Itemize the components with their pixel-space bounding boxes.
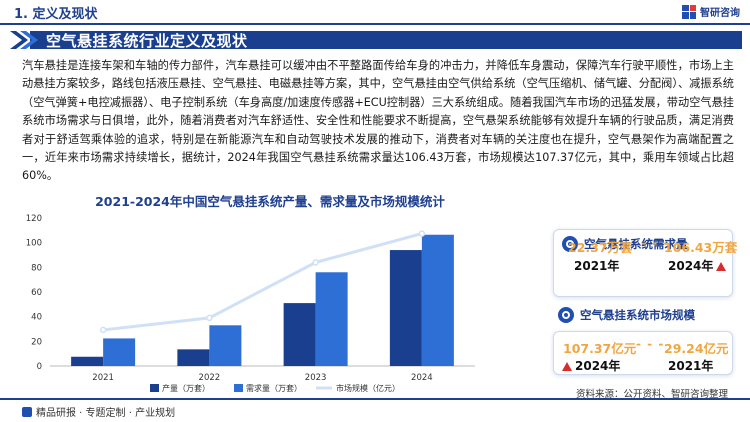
x-tick-label: 2024 — [411, 373, 433, 383]
y-tick-label: 120 — [26, 214, 42, 224]
footer-left-text: 精品研报 · 专题定制 · 产业规划 — [36, 408, 176, 419]
market-card — [553, 331, 733, 375]
doc-icon — [22, 406, 32, 417]
bar-demand — [103, 338, 136, 366]
y-tick-label: 100 — [26, 239, 42, 249]
up-arrow-icon — [716, 262, 727, 271]
y-tick-label: 80 — [31, 263, 42, 273]
chevron-icon — [10, 31, 38, 49]
market-end-year-wrap: 2024年 — [562, 357, 620, 374]
bar-production — [71, 356, 104, 366]
footer-divider — [0, 398, 750, 400]
demand-card: 空气悬挂系统需求量 — [553, 229, 733, 297]
market-start-value: 29.24亿元 — [664, 341, 729, 356]
top-bar: 1. 定义及现状 智研咨询 — [0, 0, 750, 26]
market-start-year: 2021年 — [668, 359, 714, 373]
dash-separator: - - - — [641, 236, 670, 250]
market-size-point — [206, 314, 213, 322]
top-divider — [0, 23, 750, 25]
demand-end-year-wrap: 2024年 — [668, 257, 727, 274]
bar-production — [177, 349, 210, 366]
footer: 精品研报 · 专题定制 · 产业规划 资料来源：公开资料、智研咨询整理 — [0, 389, 750, 422]
description-paragraph: 汽车悬挂是连接车架和车轴的传力部件，汽车悬挂可以缓冲由不平整路面传给车身的冲击力… — [22, 59, 734, 183]
market-card-title: 空气悬挂系统市场规模 — [580, 308, 695, 322]
market-card-header: 空气悬挂系统市场规模 — [558, 307, 695, 323]
y-tick-label: 60 — [31, 288, 42, 298]
y-tick-label: 20 — [31, 337, 42, 347]
source-note: 资料来源：公开资料、智研咨询整理 — [575, 389, 728, 400]
bar-demand — [421, 234, 454, 366]
legend-label: 市场规模（亿元） — [336, 383, 400, 393]
chart-title: 2021-2024年中国空气悬挂系统产量、需求量及市场规模统计 — [95, 194, 445, 209]
banner-background — [30, 31, 742, 49]
market-end-value: 107.37亿元 — [563, 341, 637, 356]
market-end-year: 2024年 — [575, 359, 621, 373]
demand-end-value: 106.43万套 — [664, 240, 738, 255]
market-size-point — [99, 326, 107, 334]
x-tick-label: 2021 — [92, 373, 114, 383]
bar-line-chart: 0 20 40 60 80 100 120 2021 2022 2023 2024 产量（万套） 需求量… — [26, 214, 475, 393]
chart-icon — [562, 236, 578, 252]
legend-swatch — [150, 384, 159, 392]
bar-demand — [315, 272, 348, 366]
x-tick-label: 2022 — [199, 373, 221, 383]
y-tick-label: 0 — [37, 362, 42, 372]
logo-icon — [682, 4, 696, 19]
chart-icon — [558, 307, 574, 323]
bar-production — [283, 303, 316, 366]
market-size-line — [102, 232, 423, 332]
page-title: 空气悬挂系统行业定义及现状 — [46, 32, 248, 50]
footer-tagline: 精品研报 · 专题定制 · 产业规划 — [22, 404, 175, 419]
demand-start-year: 2021年 — [574, 259, 620, 273]
brand-logo: 智研咨询 — [682, 4, 740, 19]
bar-production — [389, 250, 422, 366]
title-banner: 空气悬挂系统行业定义及现状 — [8, 29, 742, 51]
legend-label: 产量（万套） — [162, 383, 210, 393]
demand-card-header: 空气悬挂系统需求量 — [562, 236, 688, 252]
dash-separator: - - - — [636, 337, 665, 351]
bar-demand — [209, 325, 242, 366]
demand-start-value: 22.37万套 — [568, 240, 633, 255]
legend-swatch — [234, 384, 243, 392]
up-arrow-icon — [562, 362, 572, 371]
logo-text: 智研咨询 — [700, 8, 740, 19]
y-tick-label: 40 — [31, 313, 42, 323]
section-title: 1. 定义及现状 — [14, 7, 98, 22]
market-size-point — [312, 259, 319, 266]
legend-label: 需求量（万套） — [246, 383, 302, 393]
demand-end-year: 2024年 — [668, 259, 714, 273]
x-tick-label: 2023 — [305, 373, 327, 383]
demand-card-title: 空气悬挂系统需求量 — [584, 237, 688, 251]
market-size-point — [418, 230, 426, 237]
